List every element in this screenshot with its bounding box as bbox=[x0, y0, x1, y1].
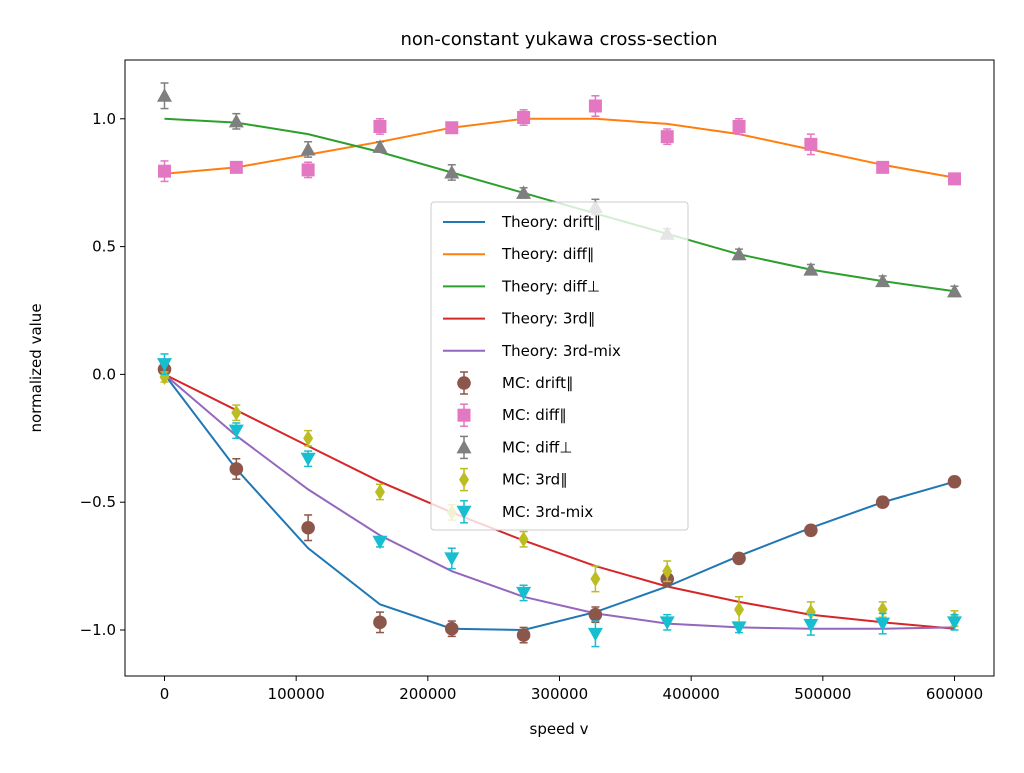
legend-box bbox=[430, 201, 689, 531]
mc-data-point bbox=[158, 164, 171, 178]
theory-series-line bbox=[164, 373, 955, 630]
mc-data-point bbox=[444, 552, 460, 566]
mc-data-point bbox=[732, 119, 746, 133]
y-tick-label: 0.0 bbox=[92, 365, 116, 383]
chart-title: non-constant yukawa cross-section bbox=[401, 29, 718, 50]
mc-data-point bbox=[372, 535, 388, 550]
mc-data-point bbox=[300, 141, 316, 156]
x-axis-ticks: 0 100000 200000 300000 400000 500000 600000 bbox=[160, 676, 983, 703]
legend-entry-label: MC: 3rd∥ bbox=[502, 471, 568, 489]
legend-marker-swatch bbox=[456, 439, 472, 454]
x-tick-label: 0 bbox=[160, 685, 170, 703]
mc-data-point bbox=[948, 172, 961, 186]
plot-area: 0 100000 200000 300000 400000 500000 600000 −1.… bbox=[80, 59, 995, 703]
legend-marker-swatch bbox=[457, 376, 471, 390]
mc-data-point bbox=[947, 283, 962, 298]
mc-data-point bbox=[229, 462, 244, 476]
mc-data-point bbox=[231, 404, 242, 421]
legend-entry-label: Theory: drift∥ bbox=[501, 213, 601, 231]
mc-series bbox=[157, 82, 962, 298]
mc-data-point bbox=[875, 495, 890, 509]
mc-data-point bbox=[516, 586, 532, 601]
mc-data-point bbox=[444, 621, 459, 636]
mc-data-point bbox=[374, 483, 385, 500]
theory-series-line bbox=[163, 373, 955, 632]
theory-series-line bbox=[163, 373, 955, 630]
legend-entry-label: Theory: 3rd∥ bbox=[501, 310, 595, 328]
legend-entry-label: MC: drift∥ bbox=[502, 374, 574, 392]
legend-entry-label: MC: diff⊥ bbox=[502, 438, 572, 456]
mc-data-point bbox=[734, 601, 745, 618]
mc-data-point bbox=[157, 358, 172, 372]
x-axis-label: speed v bbox=[530, 720, 589, 738]
mc-data-point bbox=[876, 160, 890, 174]
mc-data-point bbox=[731, 621, 747, 635]
legend-marker-swatch bbox=[457, 408, 471, 422]
legend-entry-label: Theory: diff⊥ bbox=[501, 277, 600, 295]
legend-marker-swatch bbox=[459, 471, 469, 488]
mc-data-point bbox=[947, 616, 962, 630]
x-tick-label: 100000 bbox=[268, 685, 325, 703]
x-tick-label: 200000 bbox=[399, 685, 456, 703]
legend-entry-label: MC: diff∥ bbox=[502, 406, 567, 424]
mc-data-point bbox=[588, 99, 602, 113]
mc-data-point bbox=[301, 163, 315, 177]
mc-data-point bbox=[517, 111, 531, 125]
mc-data-point bbox=[157, 88, 172, 102]
y-axis-ticks: −1.0 −0.5 0.0 0.5 1.0 bbox=[80, 110, 125, 639]
mc-data-point bbox=[444, 164, 460, 179]
legend-entry-label: Theory: 3rd-mix bbox=[501, 342, 621, 360]
x-tick-label: 400000 bbox=[663, 685, 720, 703]
mc-data-point bbox=[518, 531, 529, 548]
mc-data-point bbox=[803, 618, 819, 633]
mc-data-point bbox=[804, 523, 818, 538]
mc-series bbox=[157, 353, 962, 648]
mc-data-point bbox=[229, 160, 243, 174]
mc-data-point bbox=[803, 262, 819, 276]
mc-series bbox=[158, 95, 961, 186]
mc-data-point bbox=[300, 452, 316, 467]
mc-data-point bbox=[947, 474, 962, 489]
mc-data-point bbox=[373, 119, 387, 133]
mc-data-point bbox=[228, 113, 244, 128]
mc-data-point bbox=[587, 627, 603, 642]
mc-data-point bbox=[588, 607, 603, 622]
mc-data-point bbox=[445, 121, 459, 135]
legend-entry-label: MC: 3rd-mix bbox=[502, 503, 593, 521]
y-tick-label: 1.0 bbox=[92, 110, 116, 128]
mc-data-point bbox=[662, 563, 673, 580]
x-tick-label: 600000 bbox=[926, 685, 983, 703]
theory-series-line bbox=[164, 117, 955, 179]
mc-data-point bbox=[659, 616, 675, 630]
mc-data-point bbox=[660, 130, 674, 144]
mc-data-point bbox=[875, 273, 891, 288]
x-tick-label: 500000 bbox=[794, 685, 851, 703]
x-tick-label: 300000 bbox=[531, 685, 588, 703]
legend-marker-swatch bbox=[456, 505, 472, 520]
mc-data-point bbox=[732, 551, 746, 566]
mc-data-point bbox=[301, 520, 315, 535]
mc-data-point bbox=[372, 139, 388, 153]
mc-data-point bbox=[159, 368, 170, 385]
mc-data-point bbox=[303, 430, 314, 447]
mc-data-point bbox=[516, 185, 532, 199]
legend: Theory: drift∥ Theory: diff∥ Theory: diff⊥… bbox=[430, 201, 689, 531]
legend-entry-label: Theory: diff∥ bbox=[501, 245, 594, 263]
mc-data-point bbox=[590, 570, 601, 587]
mc-data-point bbox=[805, 604, 816, 621]
mc-data-point bbox=[228, 424, 244, 439]
mc-data-point bbox=[731, 246, 747, 261]
y-tick-label: −0.5 bbox=[80, 493, 116, 511]
mc-data-point bbox=[804, 137, 818, 151]
mc-data-point bbox=[516, 628, 531, 642]
y-tick-label: 0.5 bbox=[92, 238, 116, 256]
mc-data-point bbox=[875, 617, 891, 632]
y-axis-label: normalized value bbox=[27, 303, 45, 432]
mc-data-point bbox=[373, 615, 387, 630]
y-tick-label: −1.0 bbox=[80, 621, 116, 639]
